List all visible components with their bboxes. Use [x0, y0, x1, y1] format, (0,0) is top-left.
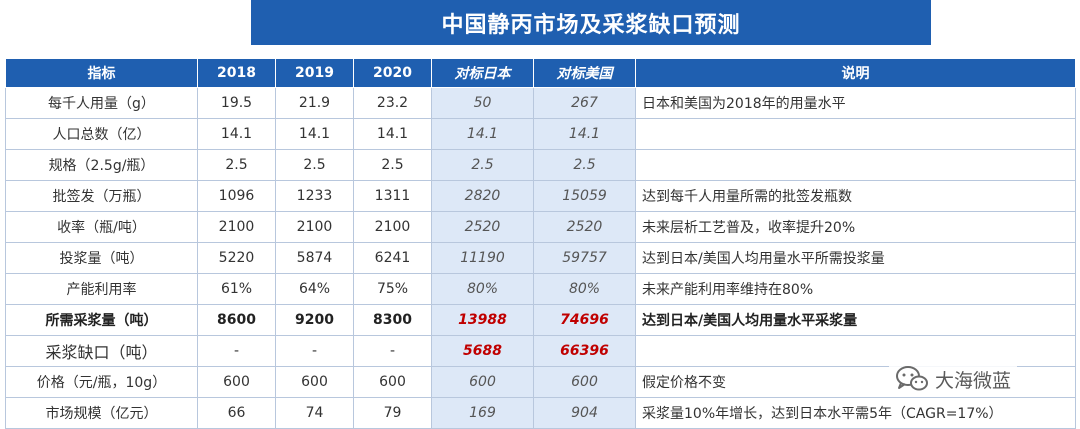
cell-2020: 2.5: [353, 149, 432, 181]
cell-2018: 1096: [197, 180, 276, 212]
cell-2020: 1311: [353, 180, 432, 212]
cell-2020: 23.2: [353, 87, 432, 119]
cell-2019: 9200: [275, 304, 354, 336]
cell-2019: 1233: [275, 180, 354, 212]
watermark: 大海微蓝: [889, 361, 1018, 397]
cell-2018: 14.1: [197, 118, 276, 150]
header-usa: 对标美国: [533, 58, 636, 88]
header-2019: 2019: [275, 58, 354, 88]
cell-japan: 50: [431, 87, 534, 119]
indicator-cell: 规格（2.5g/瓶）: [5, 149, 198, 181]
header-note: 说明: [635, 58, 1076, 88]
note-cell: 采浆量10%年增长，达到日本水平需5年（CAGR=17%）: [635, 397, 1076, 429]
note-cell: 达到每千人用量所需的批签发瓶数: [635, 180, 1076, 212]
cell-japan: 600: [431, 366, 534, 398]
cell-usa: 2520: [533, 211, 636, 243]
cell-usa: 59757: [533, 242, 636, 274]
cell-2020: 14.1: [353, 118, 432, 150]
cell-2020: -: [353, 335, 432, 367]
indicator-cell: 采浆缺口（吨）: [5, 335, 198, 367]
indicator-cell: 市场规模（亿元）: [5, 397, 198, 429]
cell-japan: 5688: [431, 335, 534, 367]
indicator-cell: 人口总数（亿）: [5, 118, 198, 150]
watermark-text: 大海微蓝: [935, 369, 1012, 392]
cell-usa: 66396: [533, 335, 636, 367]
cell-2020: 8300: [353, 304, 432, 336]
table-row: 批签发（万瓶） 1096 1233 1311 2820 15059 达到每千人用…: [5, 180, 1076, 212]
cell-usa: 600: [533, 366, 636, 398]
note-cell: [635, 118, 1076, 150]
table-row: 规格（2.5g/瓶） 2.5 2.5 2.5 2.5 2.5: [5, 149, 1076, 181]
cell-2019: 5874: [275, 242, 354, 274]
cell-2020: 600: [353, 366, 432, 398]
cell-japan: 2520: [431, 211, 534, 243]
cell-japan: 14.1: [431, 118, 534, 150]
cell-2019: 2.5: [275, 149, 354, 181]
table-row: 每千人用量（g） 19.5 21.9 23.2 50 267 日本和美国为201…: [5, 87, 1076, 119]
wechat-icon: [896, 366, 928, 391]
cell-2018: 600: [197, 366, 276, 398]
cell-usa: 80%: [533, 273, 636, 305]
note-cell: 达到日本/美国人均用量水平采浆量: [635, 304, 1076, 336]
cell-usa: 74696: [533, 304, 636, 336]
cell-2020: 75%: [353, 273, 432, 305]
table-row: 收率（瓶/吨） 2100 2100 2100 2520 2520 未来层析工艺普…: [5, 211, 1076, 243]
cell-japan: 2.5: [431, 149, 534, 181]
cell-2018: 8600: [197, 304, 276, 336]
table-header-row: 指标 2018 2019 2020 对标日本 对标美国 说明: [5, 58, 1076, 88]
table-row-plasma-gap: 采浆缺口（吨） - - - 5688 66396: [5, 335, 1076, 367]
note-cell: 未来层析工艺普及，收率提升20%: [635, 211, 1076, 243]
cell-2018: 2.5: [197, 149, 276, 181]
header-japan: 对标日本: [431, 58, 534, 88]
cell-2018: -: [197, 335, 276, 367]
cell-usa: 14.1: [533, 118, 636, 150]
cell-japan: 13988: [431, 304, 534, 336]
indicator-cell: 价格（元/瓶，10g）: [5, 366, 198, 398]
header-2018: 2018: [197, 58, 276, 88]
cell-2020: 6241: [353, 242, 432, 274]
note-cell: 未来产能利用率维持在80%: [635, 273, 1076, 305]
table-row: 市场规模（亿元） 66 74 79 169 904 采浆量10%年增长，达到日本…: [5, 397, 1076, 429]
cell-japan: 2820: [431, 180, 534, 212]
cell-japan: 80%: [431, 273, 534, 305]
cell-2018: 61%: [197, 273, 276, 305]
indicator-cell: 投浆量（吨）: [5, 242, 198, 274]
cell-2019: 2100: [275, 211, 354, 243]
note-cell: [635, 149, 1076, 181]
cell-2019: 21.9: [275, 87, 354, 119]
note-cell: 日本和美国为2018年的用量水平: [635, 87, 1076, 119]
page-title: 中国静丙市场及采浆缺口预测: [251, 0, 931, 45]
cell-2019: 600: [275, 366, 354, 398]
cell-2019: 64%: [275, 273, 354, 305]
indicator-cell: 产能利用率: [5, 273, 198, 305]
table-row: 产能利用率 61% 64% 75% 80% 80% 未来产能利用率维持在80%: [5, 273, 1076, 305]
cell-2019: 14.1: [275, 118, 354, 150]
cell-2018: 19.5: [197, 87, 276, 119]
indicator-cell: 批签发（万瓶）: [5, 180, 198, 212]
cell-usa: 904: [533, 397, 636, 429]
cell-2018: 5220: [197, 242, 276, 274]
cell-japan: 169: [431, 397, 534, 429]
cell-usa: 2.5: [533, 149, 636, 181]
forecast-table: 指标 2018 2019 2020 对标日本 对标美国 说明 每千人用量（g） …: [5, 58, 1076, 429]
indicator-cell: 每千人用量（g）: [5, 87, 198, 119]
cell-2019: 74: [275, 397, 354, 429]
table-row: 投浆量（吨） 5220 5874 6241 11190 59757 达到日本/美…: [5, 242, 1076, 274]
cell-2020: 2100: [353, 211, 432, 243]
cell-usa: 267: [533, 87, 636, 119]
indicator-cell: 收率（瓶/吨）: [5, 211, 198, 243]
cell-usa: 15059: [533, 180, 636, 212]
cell-2020: 79: [353, 397, 432, 429]
header-2020: 2020: [353, 58, 432, 88]
table-row: 人口总数（亿） 14.1 14.1 14.1 14.1 14.1: [5, 118, 1076, 150]
cell-2018: 66: [197, 397, 276, 429]
note-cell: 达到日本/美国人均用量水平所需投浆量: [635, 242, 1076, 274]
indicator-cell: 所需采浆量（吨）: [5, 304, 198, 336]
cell-japan: 11190: [431, 242, 534, 274]
header-indicator: 指标: [5, 58, 198, 88]
cell-2019: -: [275, 335, 354, 367]
table-row-required-plasma: 所需采浆量（吨） 8600 9200 8300 13988 74696 达到日本…: [5, 304, 1076, 336]
cell-2018: 2100: [197, 211, 276, 243]
